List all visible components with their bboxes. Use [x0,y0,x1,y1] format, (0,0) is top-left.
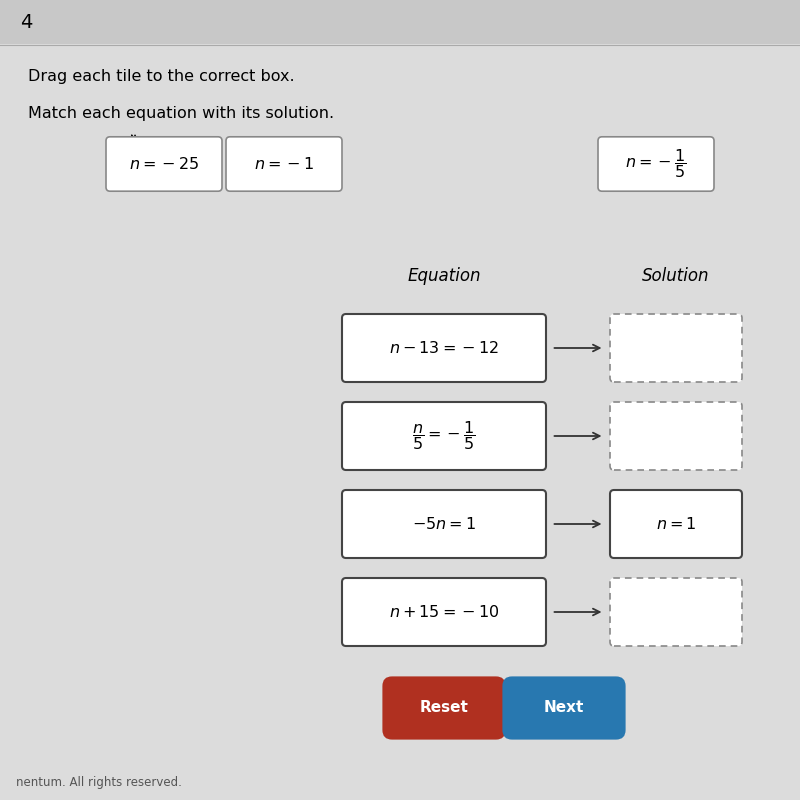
Text: $n = 1$: $n = 1$ [656,516,696,532]
Bar [0,0,800,44]
FancyBboxPatch shape [610,578,742,646]
Text: Match each equation with its solution.: Match each equation with its solution. [28,106,334,121]
FancyBboxPatch shape [610,490,742,558]
FancyBboxPatch shape [342,578,546,646]
FancyBboxPatch shape [610,402,742,470]
Text: $-5n = 1$: $-5n = 1$ [412,516,476,532]
Text: nentum. All rights reserved.: nentum. All rights reserved. [16,776,182,789]
FancyBboxPatch shape [226,137,342,191]
Text: Next: Next [544,701,584,715]
Text: $n + 15 = -10$: $n + 15 = -10$ [389,604,499,620]
Text: Reset: Reset [419,701,469,715]
Text: $\dfrac{n}{5} = -\dfrac{1}{5}$: $\dfrac{n}{5} = -\dfrac{1}{5}$ [412,419,476,453]
Text: 4: 4 [20,13,32,32]
Text: Equation: Equation [407,267,481,285]
Text: Solution: Solution [642,267,710,285]
Text: $n = -1$: $n = -1$ [254,156,314,172]
Text: $n = -25$: $n = -25$ [129,156,199,172]
FancyBboxPatch shape [598,137,714,191]
FancyBboxPatch shape [106,137,222,191]
FancyBboxPatch shape [610,314,742,382]
FancyBboxPatch shape [382,676,506,739]
Text: $n - 13 = -12$: $n - 13 = -12$ [389,340,499,356]
FancyBboxPatch shape [342,314,546,382]
FancyBboxPatch shape [502,676,626,739]
Text: $n = -\dfrac{1}{5}$: $n = -\dfrac{1}{5}$ [625,147,687,181]
Text: Drag each tile to the correct box.: Drag each tile to the correct box. [28,69,294,83]
FancyBboxPatch shape [342,490,546,558]
FancyBboxPatch shape [342,402,546,470]
